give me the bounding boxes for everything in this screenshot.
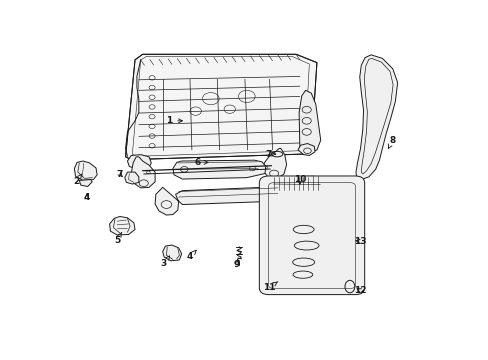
Text: 3: 3 — [160, 256, 169, 268]
Text: 1: 1 — [165, 116, 182, 125]
Text: 5: 5 — [114, 233, 122, 244]
FancyBboxPatch shape — [259, 176, 364, 294]
Polygon shape — [299, 90, 320, 154]
Text: 10: 10 — [293, 175, 305, 184]
Polygon shape — [155, 187, 284, 215]
Text: 4: 4 — [83, 193, 90, 202]
Polygon shape — [125, 54, 316, 159]
Text: 13: 13 — [353, 237, 366, 246]
Text: 12: 12 — [353, 286, 366, 295]
Polygon shape — [124, 172, 139, 184]
Text: 9: 9 — [233, 260, 239, 269]
Polygon shape — [131, 157, 155, 188]
Polygon shape — [109, 216, 135, 235]
Text: 4: 4 — [186, 250, 196, 261]
Polygon shape — [127, 155, 151, 169]
Text: 6: 6 — [194, 158, 207, 167]
Polygon shape — [271, 176, 321, 192]
Polygon shape — [74, 161, 97, 180]
Polygon shape — [355, 55, 397, 180]
Text: 7: 7 — [117, 170, 123, 179]
Polygon shape — [297, 144, 314, 156]
Text: 2: 2 — [73, 174, 81, 186]
Polygon shape — [163, 245, 181, 261]
Polygon shape — [79, 180, 92, 186]
Polygon shape — [173, 160, 265, 179]
Text: 7: 7 — [265, 150, 275, 158]
Polygon shape — [264, 149, 286, 179]
Text: 8: 8 — [387, 136, 395, 148]
Text: 11: 11 — [262, 282, 277, 292]
